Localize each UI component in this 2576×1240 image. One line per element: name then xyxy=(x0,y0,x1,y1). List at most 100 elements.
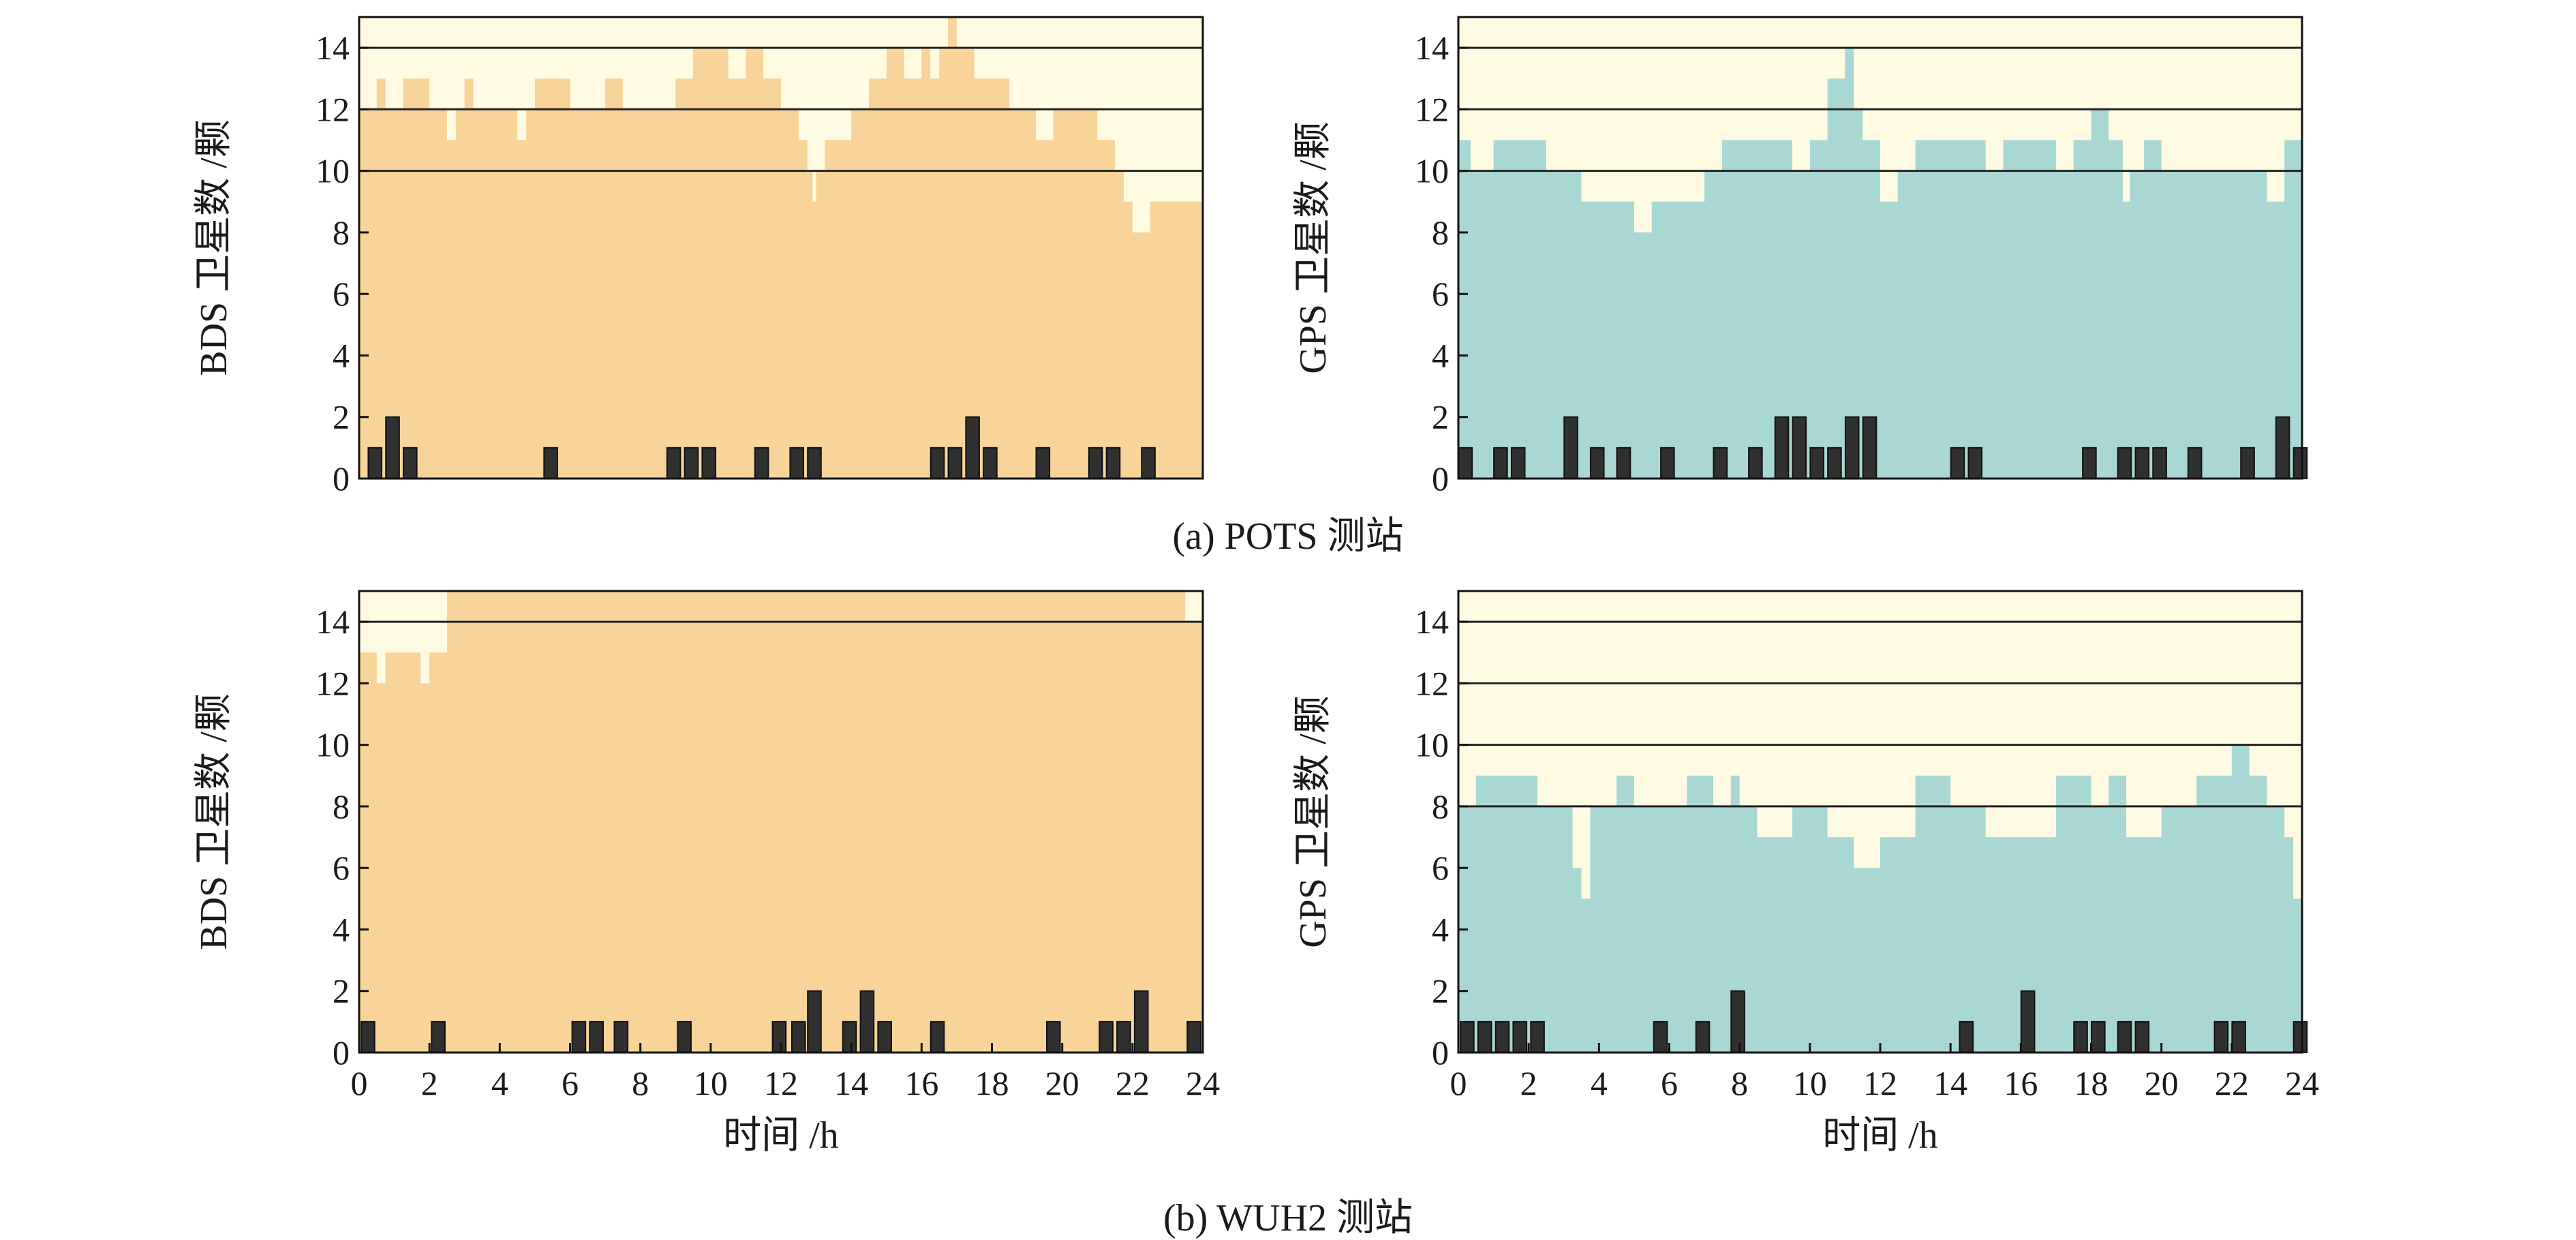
x-tick-label: 10 xyxy=(1793,1064,1827,1102)
missing-bar xyxy=(2091,1020,2106,1054)
y-tick-label: 10 xyxy=(316,726,350,764)
y-tick-label: 12 xyxy=(1415,664,1449,702)
satellite-count-area xyxy=(359,591,1203,1053)
y-tick-label: 6 xyxy=(333,849,350,887)
missing-bar xyxy=(1862,416,1877,480)
missing-bar xyxy=(613,1020,629,1054)
missing-bar xyxy=(677,1020,692,1054)
y-axis-label: GPS 卫星数 /颗 xyxy=(1292,695,1334,948)
missing-bar xyxy=(754,447,769,479)
missing-bar xyxy=(947,447,963,479)
missing-bar xyxy=(2082,447,2097,479)
y-tick-label: 14 xyxy=(316,29,350,67)
missing-bar xyxy=(1116,1020,1131,1054)
y-tick-label: 14 xyxy=(1415,29,1449,67)
missing-bar xyxy=(1660,447,1675,479)
x-tick-label: 16 xyxy=(2004,1064,2038,1102)
missing-bar xyxy=(1713,447,1728,479)
missing-bar xyxy=(431,1020,446,1054)
grid-lines xyxy=(359,46,1203,172)
missing-bar xyxy=(1959,1020,1974,1054)
missing-bar xyxy=(842,1020,857,1054)
x-tick-label: 6 xyxy=(562,1064,579,1102)
missing-bar xyxy=(930,447,945,479)
missing-bar xyxy=(2073,1020,2088,1054)
missing-bar xyxy=(807,447,822,479)
missing-bar xyxy=(1809,447,1824,479)
missing-bar xyxy=(361,1020,375,1054)
x-tick-label: 0 xyxy=(351,1064,368,1102)
missing-bar xyxy=(666,447,681,479)
y-tick-label: 8 xyxy=(333,213,350,252)
missing-bar xyxy=(1748,447,1763,479)
missing-bar xyxy=(1844,416,1860,480)
missing-bar xyxy=(1792,416,1807,480)
missing-bar xyxy=(877,1020,892,1054)
y-tick-label: 2 xyxy=(333,398,350,436)
y-tick-label: 6 xyxy=(333,275,350,313)
caption-b: (b) WUH2 测站 xyxy=(1163,1197,1413,1239)
missing-bar xyxy=(385,416,400,480)
missing-bar xyxy=(1563,416,1578,480)
chart-pots-bds: 0 2 4 6 8 10 12 14 BDS 卫星数 /颗 xyxy=(193,16,1204,498)
missing-bar xyxy=(684,447,699,479)
missing-bar xyxy=(2213,1020,2229,1054)
y-tick-label: 0 xyxy=(333,459,350,498)
x-tick-label: 14 xyxy=(1933,1064,1967,1102)
chart-pots-gps: 0 2 4 6 8 10 12 14 GPS 卫星数 /颗 xyxy=(1292,16,2308,498)
missing-bar xyxy=(1045,1020,1061,1054)
missing-bar xyxy=(1653,1020,1668,1054)
x-axis-label: 时间 /h xyxy=(1822,1115,1938,1157)
y-tick-label: 0 xyxy=(333,1033,350,1072)
missing-bar xyxy=(1035,447,1051,479)
caption-a: (a) POTS 测站 xyxy=(1172,515,1403,558)
missing-bar xyxy=(402,447,418,479)
missing-bar xyxy=(1133,990,1149,1053)
missing-bar xyxy=(859,990,875,1053)
y-tick-label: 4 xyxy=(1432,910,1449,948)
y-tick-label: 8 xyxy=(1432,787,1449,826)
missing-bar xyxy=(1967,447,1983,479)
satellite-count-area xyxy=(1458,48,2302,479)
missing-bar xyxy=(983,447,998,479)
missing-bar xyxy=(1774,416,1790,480)
y-tick-label: 2 xyxy=(1432,972,1449,1010)
y-axis-label: BDS 卫星数 /颗 xyxy=(193,119,235,376)
satellite-count-area xyxy=(359,17,1203,479)
missing-bar xyxy=(1695,1020,1711,1054)
y-tick-label: 14 xyxy=(1415,603,1449,641)
missing-bar xyxy=(2117,1020,2132,1054)
x-tick-label: 4 xyxy=(1591,1064,1608,1102)
missing-bar xyxy=(1730,990,1745,1053)
y-tick-label: 8 xyxy=(333,787,350,826)
y-tick-label: 12 xyxy=(1415,90,1449,128)
y-tick-label: 2 xyxy=(333,972,350,1010)
x-tick-label: 16 xyxy=(904,1064,938,1102)
missing-bar xyxy=(1493,447,1508,479)
x-axis-label: 时间 /h xyxy=(723,1115,839,1157)
missing-bar xyxy=(1186,1020,1201,1054)
satellite-count-area xyxy=(1458,744,2302,1053)
y-tick-label: 6 xyxy=(1432,849,1449,887)
missing-bar xyxy=(965,416,980,480)
y-tick-label: 0 xyxy=(1432,459,1449,498)
y-tick-label: 10 xyxy=(316,152,350,190)
grid-lines xyxy=(1458,46,2302,172)
x-tick-label: 12 xyxy=(764,1064,798,1102)
x-tick-label: 20 xyxy=(1045,1064,1079,1102)
missing-bar xyxy=(1141,447,1156,479)
missing-bar xyxy=(2231,1020,2246,1054)
missing-bar xyxy=(2134,1020,2150,1054)
x-tick-label: 24 xyxy=(2285,1064,2319,1102)
y-tick-label: 6 xyxy=(1432,275,1449,313)
missing-bar xyxy=(771,1020,787,1054)
y-tick-label: 0 xyxy=(1432,1033,1449,1072)
missing-bar xyxy=(2293,1020,2308,1054)
missing-bar xyxy=(2152,447,2167,479)
x-tick-label: 8 xyxy=(632,1064,649,1102)
x-tick-label: 22 xyxy=(1116,1064,1150,1102)
y-tick-label: 10 xyxy=(1415,152,1449,190)
y-tick-label: 4 xyxy=(1432,336,1449,374)
